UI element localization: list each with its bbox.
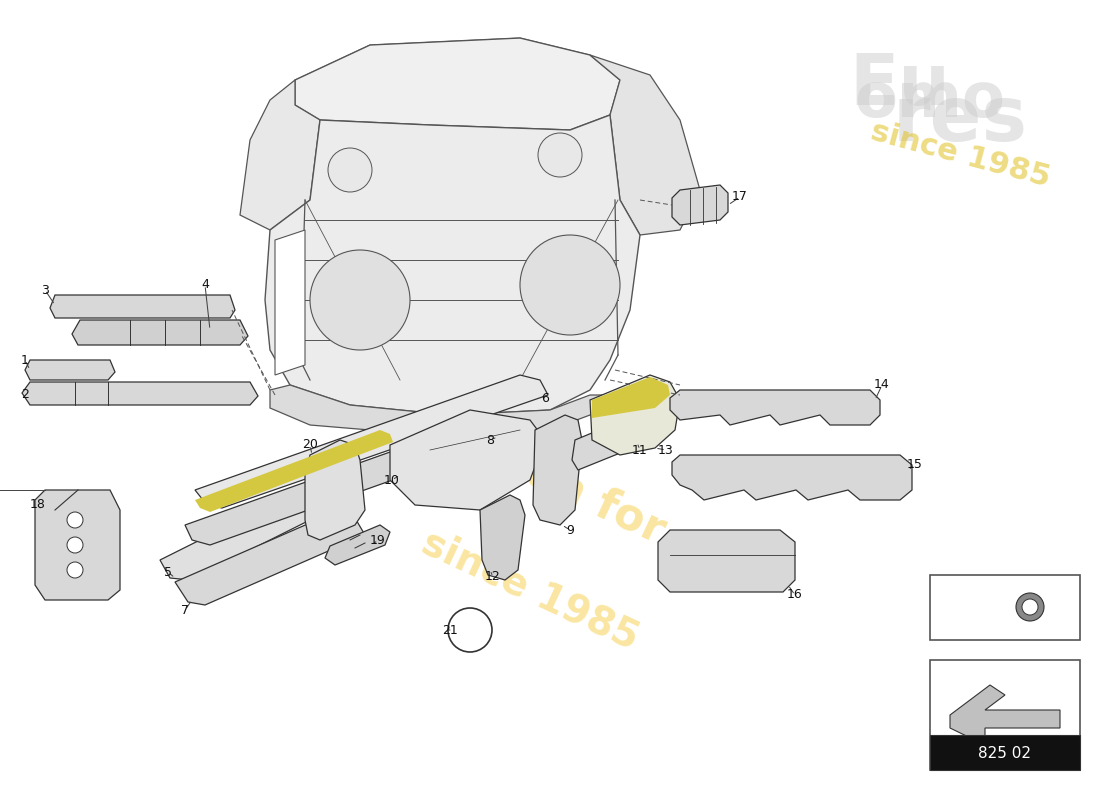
Text: since 1985: since 1985 [416,523,645,657]
Polygon shape [658,530,795,592]
Text: Eu: Eu [849,50,950,119]
Text: 1: 1 [21,354,29,366]
Polygon shape [185,420,505,545]
Text: 8: 8 [486,434,494,446]
Text: 10: 10 [384,474,400,486]
Polygon shape [35,490,120,600]
FancyBboxPatch shape [930,575,1080,640]
Polygon shape [295,38,620,130]
Polygon shape [22,382,258,405]
Text: 18: 18 [30,498,46,511]
Text: 20: 20 [302,438,318,451]
Polygon shape [592,377,670,418]
Polygon shape [534,415,582,525]
Polygon shape [324,525,390,565]
Text: 6: 6 [541,391,549,405]
Text: 17: 17 [733,190,748,203]
Text: 11: 11 [632,443,648,457]
Polygon shape [950,685,1060,745]
Text: since 1985: since 1985 [867,117,1053,193]
Text: 7: 7 [182,603,189,617]
Polygon shape [72,320,248,345]
Polygon shape [195,430,393,512]
Text: 21: 21 [950,600,968,614]
Circle shape [448,608,492,652]
Polygon shape [480,495,525,580]
Polygon shape [390,410,544,510]
Polygon shape [270,385,610,435]
Polygon shape [25,360,115,380]
Polygon shape [265,115,640,415]
Polygon shape [590,375,680,455]
Polygon shape [275,230,305,375]
Polygon shape [672,185,728,225]
Polygon shape [305,440,365,540]
Polygon shape [195,375,548,508]
Polygon shape [175,512,365,605]
Text: 825 02: 825 02 [979,746,1032,761]
Polygon shape [160,490,330,580]
Polygon shape [295,38,610,130]
Polygon shape [572,415,652,470]
Text: a passion for cars: a passion for cars [359,376,781,604]
Text: 13: 13 [658,443,674,457]
Text: 15: 15 [908,458,923,471]
Circle shape [328,148,372,192]
Text: 5: 5 [164,566,172,578]
Circle shape [538,133,582,177]
Circle shape [67,537,82,553]
Text: 14: 14 [874,378,890,391]
Text: res: res [892,83,1027,157]
Polygon shape [590,55,700,235]
Text: 21: 21 [442,623,458,637]
Circle shape [1022,599,1038,615]
Circle shape [310,250,410,350]
FancyBboxPatch shape [930,660,1080,770]
Text: 3: 3 [41,283,48,297]
Circle shape [520,235,620,335]
Polygon shape [240,80,320,230]
Text: 9: 9 [566,523,574,537]
FancyBboxPatch shape [930,735,1080,770]
Text: omo: omo [855,70,1005,130]
Text: 12: 12 [485,570,501,583]
Text: 19: 19 [370,534,386,546]
Polygon shape [50,295,235,318]
Circle shape [67,512,82,528]
Text: 2: 2 [21,389,29,402]
Circle shape [67,562,82,578]
Text: 4: 4 [201,278,209,291]
Polygon shape [672,455,912,500]
Text: 16: 16 [788,589,803,602]
Polygon shape [670,390,880,425]
Circle shape [1016,593,1044,621]
